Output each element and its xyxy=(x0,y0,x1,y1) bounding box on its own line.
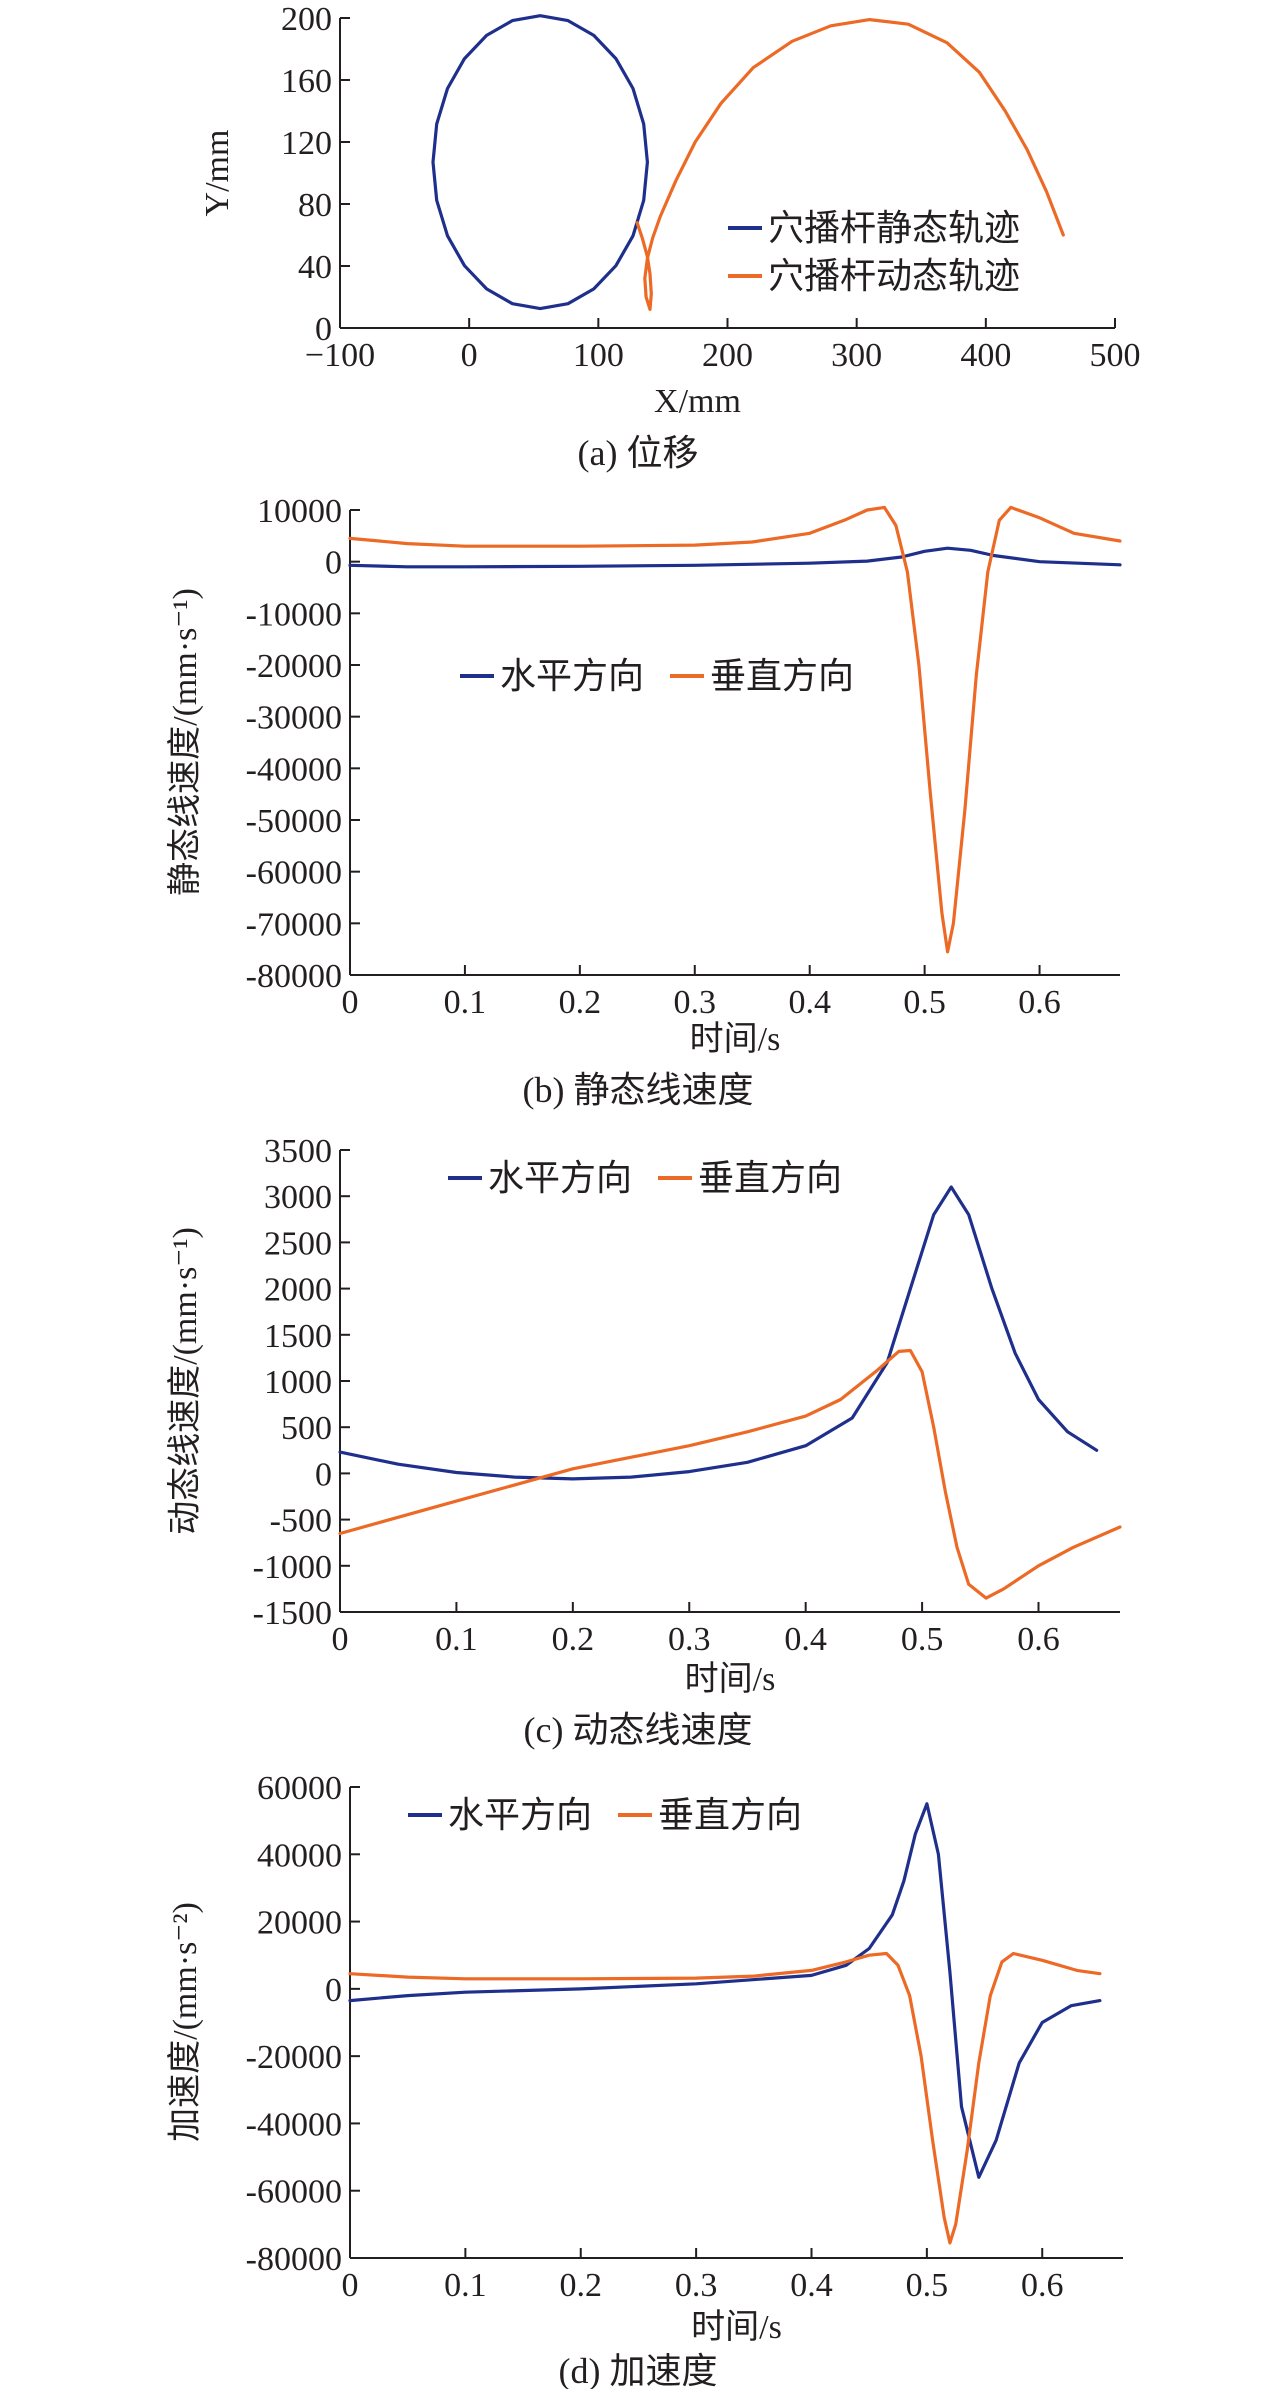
series-line-blue xyxy=(348,1802,1102,2179)
x-tick-label: 0.4 xyxy=(784,1621,827,1658)
legend-label: 穴播杆静态轨迹 xyxy=(768,208,1020,248)
legend-label: 水平方向 xyxy=(448,1795,592,1835)
series-line-orange xyxy=(635,18,1065,311)
chart-panel-b: 0 0.1 0.2 0.3 0.4 0.5 0.6 10000 0 -10000 -20000 -30… xyxy=(166,493,1122,1110)
legend-label: 垂直方向 xyxy=(698,1158,842,1198)
y-tick-label: -50000 xyxy=(246,803,342,840)
x-tick-label: 0.5 xyxy=(903,984,946,1021)
y-tick-label: -20000 xyxy=(246,2039,342,2076)
y-tick-label: -30000 xyxy=(246,700,342,737)
chart-panel-c: 0 0.1 0.2 0.3 0.4 0.5 0.6 3500 3000 2500 2000 1500 1… xyxy=(166,1133,1122,1750)
x-tick-label: 100 xyxy=(573,337,624,374)
series-line-blue xyxy=(348,546,1122,569)
y-tick-label: -80000 xyxy=(246,2241,342,2278)
panel-caption: (c) 动态线速度 xyxy=(524,1710,753,1750)
x-tick-label: 0.1 xyxy=(444,984,487,1021)
y-tick-label: -20000 xyxy=(246,648,342,685)
x-tick-label: 0.2 xyxy=(559,984,602,1021)
x-axis-label: 时间/s xyxy=(685,1661,776,1698)
x-tick-label: 400 xyxy=(960,337,1011,374)
x-tick-label: −100 xyxy=(305,337,375,374)
y-tick-label: 160 xyxy=(281,63,332,100)
x-tick-label: 0.6 xyxy=(1021,2267,1064,2304)
y-tick-label: 0 xyxy=(325,1972,342,2009)
series-line-orange xyxy=(348,505,1122,954)
series-line-orange xyxy=(348,1951,1102,2245)
panel-caption: (d) 加速度 xyxy=(559,2351,718,2389)
x-tick-label: 0.2 xyxy=(552,1621,595,1658)
y-tick-label: 200 xyxy=(281,1,332,38)
x-tick-label: 0 xyxy=(461,337,478,374)
legend-label: 水平方向 xyxy=(500,656,644,696)
panel-caption: (b) 静态线速度 xyxy=(523,1070,754,1110)
y-tick-label: -1000 xyxy=(253,1549,332,1586)
x-tick-label: 0.3 xyxy=(675,2267,718,2304)
x-tick-label: 0.6 xyxy=(1017,1621,1060,1658)
y-tick-label: 0 xyxy=(315,1456,332,1493)
x-axis-label: 时间/s xyxy=(690,1021,781,1058)
y-tick-label: 10000 xyxy=(257,493,342,530)
x-tick-label: 0.3 xyxy=(668,1621,711,1658)
legend-label: 穴播杆动态轨迹 xyxy=(768,256,1020,296)
x-tick-label: 0.4 xyxy=(790,2267,833,2304)
chart-panel-a: −100 0 100 200 300 400 50004080120160200X/mmY/… xyxy=(199,1,1141,473)
x-tick-label: 0.6 xyxy=(1018,984,1061,1021)
legend-label: 垂直方向 xyxy=(658,1795,802,1835)
y-tick-label: 0 xyxy=(315,311,332,348)
y-tick-label: 3000 xyxy=(264,1179,332,1216)
y-tick-label: -500 xyxy=(270,1503,332,1540)
y-tick-label: 2000 xyxy=(264,1272,332,1309)
y-axis-label: 动态线速度/(mm·s⁻¹) xyxy=(166,1227,204,1535)
y-tick-label: 3500 xyxy=(264,1133,332,1170)
y-tick-label: -40000 xyxy=(246,751,342,788)
legend-label: 水平方向 xyxy=(488,1158,632,1198)
y-tick-label: 40000 xyxy=(257,1837,342,1874)
chart-panel-d: 0 0.1 0.2 0.3 0.4 0.5 0.6 60000 40000 20000 0 -2000… xyxy=(166,1770,1123,2389)
series-line-orange xyxy=(338,1348,1122,1600)
panel-caption: (a) 位移 xyxy=(578,433,699,473)
y-tick-label: 60000 xyxy=(257,1770,342,1807)
x-tick-label: 0 xyxy=(332,1621,349,1658)
y-tick-label: 2500 xyxy=(264,1225,332,1262)
x-axis-label: X/mm xyxy=(654,383,741,420)
x-tick-label: 0.5 xyxy=(901,1621,944,1658)
series-line-blue xyxy=(338,1185,1099,1481)
y-axis-label: 静态线速度/(mm·s⁻¹) xyxy=(166,588,204,896)
x-tick-label: 0.1 xyxy=(444,2267,487,2304)
y-tick-label: 1500 xyxy=(264,1318,332,1355)
x-tick-label: 0 xyxy=(342,2267,359,2304)
y-tick-label: -1500 xyxy=(253,1595,332,1632)
y-tick-label: 20000 xyxy=(257,1905,342,1942)
y-tick-label: -60000 xyxy=(246,855,342,892)
y-tick-label: -40000 xyxy=(246,2106,342,2143)
y-tick-label: 0 xyxy=(325,545,342,582)
y-tick-label: 120 xyxy=(281,125,332,162)
y-tick-label: 80 xyxy=(298,187,332,224)
y-tick-label: 40 xyxy=(298,249,332,286)
legend-label: 垂直方向 xyxy=(710,656,854,696)
y-tick-label: -10000 xyxy=(246,596,342,633)
x-tick-label: 300 xyxy=(831,337,882,374)
x-tick-label: 500 xyxy=(1090,337,1141,374)
y-tick-label: -70000 xyxy=(246,906,342,943)
x-tick-label: 0.1 xyxy=(435,1621,478,1658)
x-tick-label: 0.4 xyxy=(788,984,831,1021)
y-tick-label: -60000 xyxy=(246,2174,342,2211)
x-tick-label: 0.5 xyxy=(906,2267,949,2304)
x-axis-label: 时间/s xyxy=(691,2309,782,2346)
y-axis-label: Y/mm xyxy=(199,130,236,217)
x-tick-label: 0.2 xyxy=(559,2267,602,2304)
series-line-blue xyxy=(431,14,650,311)
x-tick-label: 200 xyxy=(702,337,753,374)
x-tick-label: 0 xyxy=(342,984,359,1021)
y-tick-label: 1000 xyxy=(264,1364,332,1401)
y-axis-label: 加速度/(mm·s⁻²) xyxy=(166,1902,204,2142)
y-tick-label: -80000 xyxy=(246,958,342,995)
x-tick-label: 0.3 xyxy=(674,984,717,1021)
y-tick-label: 500 xyxy=(281,1410,332,1447)
